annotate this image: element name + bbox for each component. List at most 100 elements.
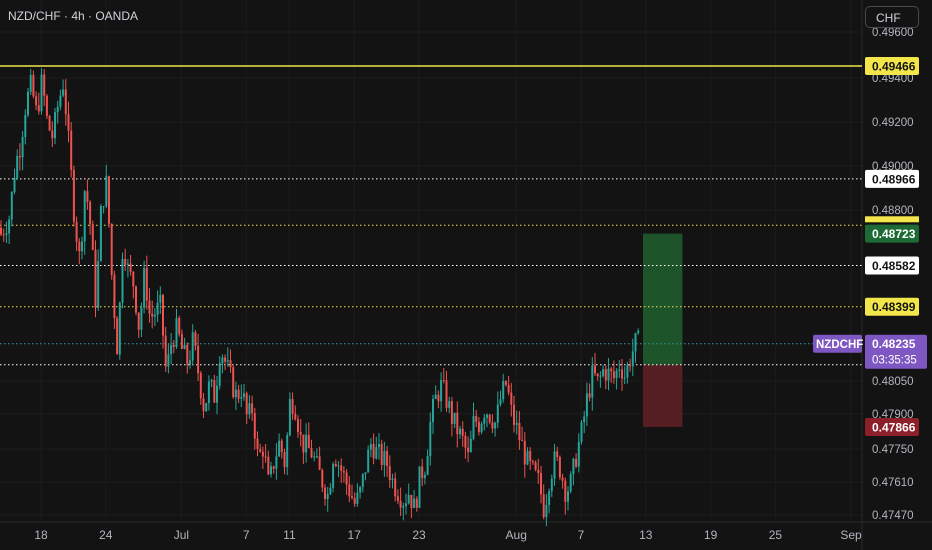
candle-body — [591, 365, 594, 398]
candle-body — [410, 494, 413, 508]
candle-body — [251, 403, 254, 414]
candle-body — [48, 115, 51, 131]
candle-body — [429, 421, 432, 457]
candle-body — [286, 435, 289, 468]
candle-body — [256, 438, 259, 450]
candle-body — [102, 206, 105, 208]
candle-body — [237, 389, 240, 399]
candle-body — [313, 456, 316, 458]
level-marker — [865, 216, 919, 223]
candle-body — [183, 344, 186, 349]
candle-body — [604, 369, 607, 381]
horizontal-levels[interactable] — [0, 65, 862, 366]
current-price-label: 0.48235 — [872, 337, 916, 351]
candle-body — [86, 191, 89, 202]
candle-body — [45, 95, 48, 116]
time-tick-label: 13 — [639, 528, 653, 542]
candle-body — [180, 333, 183, 349]
candle-body — [148, 300, 151, 314]
candle-body — [504, 381, 507, 385]
candle-body — [13, 177, 16, 193]
candle-body — [272, 466, 275, 469]
candle-body — [275, 456, 278, 469]
candle-body — [580, 422, 583, 443]
candle-body — [510, 392, 513, 405]
candle-body — [62, 89, 65, 96]
candle-body — [402, 505, 405, 508]
candle-body — [631, 351, 634, 367]
candle-body — [623, 377, 626, 379]
candle-body — [194, 332, 197, 346]
candle-body — [372, 444, 375, 459]
candle-body — [270, 466, 272, 475]
candle-body — [594, 365, 596, 374]
level-price-label-text: 0.48966 — [872, 172, 916, 186]
candle-body — [483, 417, 486, 424]
candle-body — [448, 401, 451, 408]
candle-body — [615, 370, 618, 379]
candle-body — [359, 487, 362, 493]
candle-body — [248, 403, 251, 415]
candle-body — [70, 130, 73, 171]
candle-body — [18, 155, 21, 158]
candle-body — [426, 456, 429, 475]
candle-body — [54, 112, 56, 139]
candle-body — [553, 451, 556, 479]
candle-body — [16, 155, 19, 178]
time-axis[interactable]: 18 24 Jul 7 11 17 23 Aug 7 13 19 25 Sep — [34, 528, 862, 542]
candle-body — [240, 397, 243, 399]
price-tick-label: 0.47470 — [872, 510, 914, 522]
candle-body — [186, 344, 189, 365]
candle-body — [556, 451, 559, 458]
candle-body — [537, 469, 540, 474]
candle-body — [399, 500, 402, 508]
candle-body — [81, 241, 83, 252]
candle-body — [526, 450, 529, 465]
candle-body — [415, 498, 418, 508]
candle-body — [56, 106, 59, 113]
current-price-label-bg — [865, 334, 927, 369]
candle-body — [437, 394, 440, 402]
candle-body — [342, 470, 345, 473]
candle-body — [126, 263, 129, 265]
candle-body — [245, 393, 248, 415]
level-price-label-bg — [865, 256, 919, 275]
candle-body — [145, 267, 148, 301]
position-tool[interactable] — [643, 233, 683, 427]
candle-body — [531, 461, 534, 463]
candle-body — [191, 332, 194, 361]
candle-body — [210, 380, 213, 382]
level-price-label-bg — [865, 169, 919, 188]
time-tick-label: 19 — [704, 528, 718, 542]
time-tick-label: 18 — [34, 528, 48, 542]
price-labels: 0.49466 0.48966 0.48582 0.48399 0.48723 0.478… — [813, 57, 927, 436]
countdown-label: 03:35:35 — [872, 355, 917, 367]
candle-body — [375, 447, 378, 459]
time-tick-label: 24 — [99, 528, 113, 542]
candle-body — [480, 423, 483, 433]
time-tick-label: 11 — [283, 528, 296, 542]
candle-body — [324, 487, 326, 500]
candle-body — [216, 385, 218, 403]
candle-body — [89, 201, 92, 225]
symbol-tag: NZDCHF — [816, 339, 863, 351]
currency-button[interactable]: CHF — [865, 6, 919, 28]
candle-body — [280, 440, 283, 453]
candle-body — [321, 469, 324, 488]
candle-body — [467, 447, 470, 453]
candle-body — [129, 263, 132, 272]
candle-body — [610, 368, 613, 372]
candle-body — [232, 367, 235, 398]
candle-body — [0, 227, 2, 235]
candle-body — [340, 465, 343, 471]
candle-body — [175, 317, 178, 347]
candle-body — [297, 419, 299, 433]
candle-body — [167, 354, 170, 367]
candle-body — [637, 330, 640, 334]
price-axis[interactable]: 0.496000.494000.492000.490000.488000.480… — [872, 27, 914, 522]
candle-body — [569, 474, 572, 492]
candle-body — [59, 95, 62, 107]
candle-body — [367, 449, 370, 473]
